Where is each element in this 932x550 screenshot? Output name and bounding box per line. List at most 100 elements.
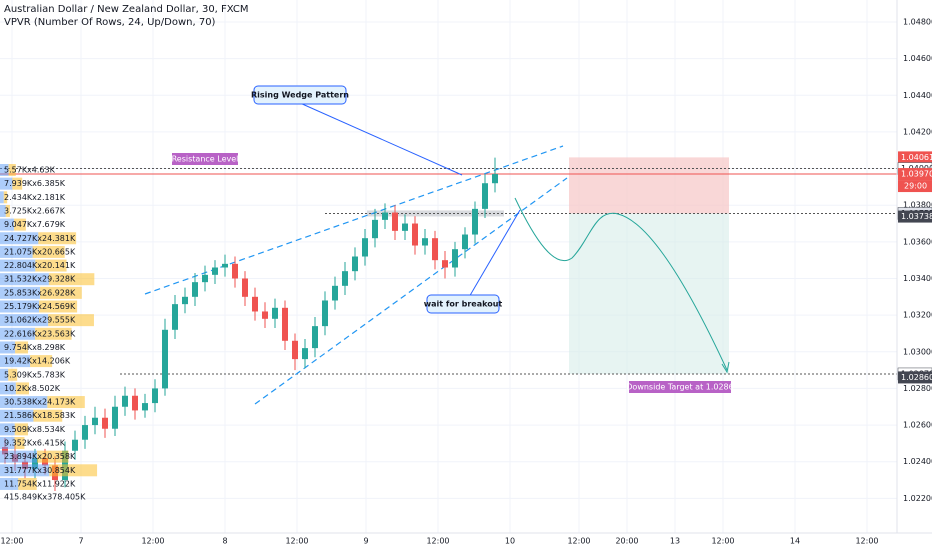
annotation: Downside Target at 1.0286	[626, 383, 733, 392]
candle-body	[192, 282, 198, 297]
volume-up	[0, 327, 36, 340]
candle-body	[492, 174, 498, 184]
y-tick-label: 1.03400	[903, 274, 932, 283]
candle-body	[402, 223, 408, 231]
volume-down	[37, 450, 69, 463]
candle-body	[472, 208, 478, 235]
callout-pointer	[299, 102, 463, 176]
volume-up	[0, 218, 15, 231]
volume-down	[39, 300, 78, 313]
projection-arrow	[721, 361, 730, 374]
volume-label: 24.727Kx24.381K	[4, 234, 76, 243]
annotation: wait for breakout	[424, 300, 503, 309]
volume-up	[0, 396, 48, 409]
volume-up	[0, 341, 16, 354]
x-tick-label: 12:00	[711, 537, 734, 546]
candle-body	[312, 326, 318, 349]
volume-up	[0, 382, 16, 395]
volume-up	[0, 368, 9, 381]
y-tick-label: 1.03600	[903, 237, 932, 246]
candle-body	[82, 425, 88, 440]
x-tick-label: 8	[222, 537, 227, 546]
annotation-box	[172, 153, 238, 165]
callout-pointer	[464, 209, 521, 305]
candle-body	[222, 263, 228, 268]
candle-body	[282, 307, 288, 341]
volume-up	[0, 286, 41, 299]
candle-body	[262, 311, 268, 319]
annotation-box	[629, 381, 731, 393]
volume-label: 9.352Kx6.415K	[4, 439, 66, 448]
candle-body	[302, 348, 308, 360]
volume-label: 21.075Kx20.665K	[4, 247, 76, 256]
volume-down	[48, 273, 95, 286]
candle-body	[252, 296, 258, 312]
volume-label: 9.047Kx7.679K	[4, 220, 66, 229]
volume-down	[3, 191, 8, 204]
y-tick-label: 1.04200	[903, 127, 932, 136]
x-tick-label: 12:00	[0, 537, 23, 546]
volume-down	[35, 327, 72, 340]
volume-down	[48, 314, 94, 327]
price-label: 1.02860	[901, 373, 932, 382]
volume-down	[15, 382, 29, 395]
price-label-box	[898, 210, 932, 223]
y-tick-label: 1.02800	[903, 384, 932, 393]
volume-label: 2.434Kx2.181K	[4, 193, 66, 202]
candle-body	[122, 395, 128, 407]
volume-down	[35, 259, 67, 272]
candle-body	[132, 395, 138, 411]
candle-body	[142, 403, 148, 411]
volume-label: 22.616Kx23.563K	[4, 329, 76, 338]
candle-body	[452, 249, 458, 268]
x-tick-label: 12:00	[285, 537, 308, 546]
indicator-title: VPVR (Number Of Rows, 24, Up/Down, 70)	[4, 17, 216, 28]
volume-up	[0, 204, 6, 217]
x-tick-label: 12:00	[567, 537, 590, 546]
volume-label: 11.754Kx11.922K	[4, 479, 76, 488]
y-tick-label: 1.04600	[903, 54, 932, 63]
volume-up	[0, 164, 9, 176]
vpvr: 5.57Kx4.63K 7.939Kx6.385K 2.434Kx2.181K 3.7…	[0, 164, 98, 502]
volume-down	[15, 341, 28, 354]
candle-body	[172, 304, 178, 330]
x-tick-label: 20:00	[615, 537, 638, 546]
volume-up	[0, 259, 36, 272]
countdown-box	[898, 180, 932, 193]
y-tick-label: 1.04800	[903, 17, 932, 26]
price-label: 1.03970	[901, 170, 932, 179]
volume-down	[33, 409, 63, 422]
candle-body	[152, 388, 158, 404]
chart-title: Australian Dollar / New Zealand Dollar, …	[4, 4, 249, 15]
volume-label: 25.179Kx24.569K	[4, 302, 76, 311]
y-tick-label: 1.04400	[903, 91, 932, 100]
price-label: 1.04061	[901, 153, 932, 162]
callout-box	[426, 294, 500, 314]
candle-body	[382, 212, 388, 220]
y-tick-label: 1.02200	[903, 494, 932, 503]
volume-down	[8, 368, 18, 381]
candle-body	[482, 183, 488, 209]
volume-up	[0, 437, 15, 449]
volume-up	[0, 423, 15, 436]
x-tick-label: 9	[363, 537, 368, 546]
volume-label: 3.725Kx2.667K	[4, 206, 66, 215]
volume-label: 31.532Kx29.328K	[4, 275, 76, 284]
volume-label: 5.57Kx4.63K	[4, 166, 56, 175]
y-tick-label: 1.03800	[903, 201, 932, 210]
price-label-box	[898, 371, 932, 384]
candle-body	[102, 417, 108, 429]
annotations: Resistance Level Rising Wedge Pattern wa…	[172, 85, 734, 393]
stop-zone	[569, 157, 729, 214]
candle-body	[32, 458, 38, 470]
volume-up	[0, 477, 19, 490]
callout-box	[253, 85, 347, 105]
volume-down	[12, 177, 23, 190]
candle-body	[442, 260, 448, 268]
volume-down	[14, 437, 25, 449]
volume-label: 7.939Kx6.385K	[4, 179, 66, 188]
volume-up	[0, 300, 40, 313]
target-zone	[569, 213, 729, 374]
